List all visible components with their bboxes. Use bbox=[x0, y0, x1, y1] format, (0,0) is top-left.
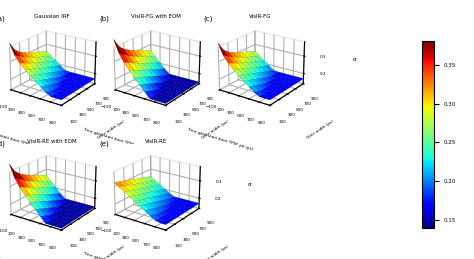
Y-axis label: Gate width (ps): Gate width (ps) bbox=[97, 120, 126, 140]
Text: (e): (e) bbox=[100, 141, 109, 147]
X-axis label: Time gate start from TPSF pk (ps): Time gate start from TPSF pk (ps) bbox=[82, 127, 150, 151]
X-axis label: Time gate start from TPSF pk (ps): Time gate start from TPSF pk (ps) bbox=[186, 127, 254, 151]
Title: VisIR-RE with EOM: VisIR-RE with EOM bbox=[27, 139, 77, 144]
X-axis label: Time gate start from TPSF pk (ps): Time gate start from TPSF pk (ps) bbox=[82, 251, 150, 259]
Title: VisIR-FG: VisIR-FG bbox=[249, 14, 272, 19]
Title: VisIR-FG with EOM: VisIR-FG with EOM bbox=[131, 14, 182, 19]
Y-axis label: Gate width (ps): Gate width (ps) bbox=[201, 244, 230, 259]
Y-axis label: Gate width (ps): Gate width (ps) bbox=[305, 120, 334, 140]
X-axis label: Time gate start from TPSF pk (ps): Time gate start from TPSF pk (ps) bbox=[0, 251, 46, 259]
Y-axis label: Gate width (ps): Gate width (ps) bbox=[201, 120, 230, 140]
Text: (b): (b) bbox=[100, 16, 109, 23]
Title: Gaussian IRF: Gaussian IRF bbox=[34, 14, 70, 19]
Text: (c): (c) bbox=[204, 16, 213, 23]
X-axis label: Time gate start from TPSF pk (ps): Time gate start from TPSF pk (ps) bbox=[0, 127, 46, 151]
Text: (d): (d) bbox=[0, 141, 5, 147]
Title: VisIR-RE: VisIR-RE bbox=[146, 139, 167, 144]
Text: (a): (a) bbox=[0, 16, 5, 23]
Y-axis label: Gate width (ps): Gate width (ps) bbox=[97, 244, 126, 259]
